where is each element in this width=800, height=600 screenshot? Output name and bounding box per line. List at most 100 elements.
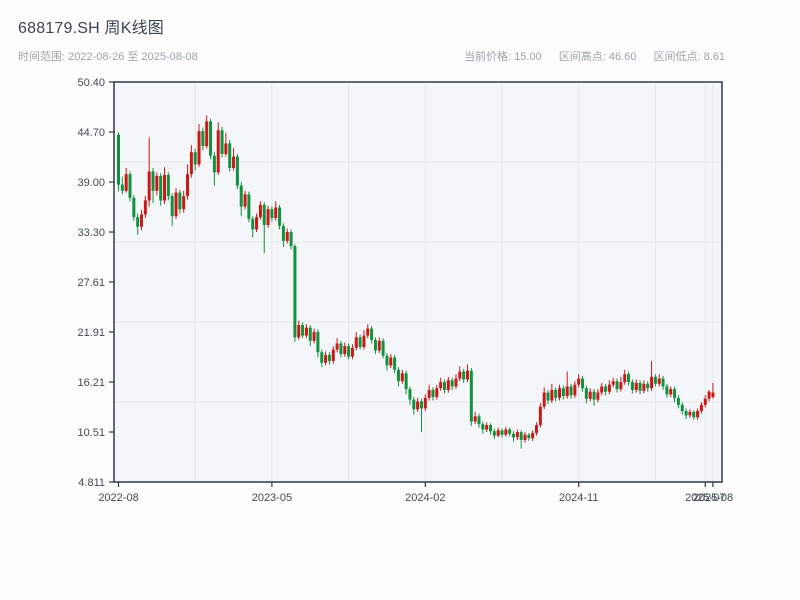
candle-body: [212, 155, 216, 173]
range-low-stat: 区间低点: 8.61: [653, 51, 725, 63]
y-tick-label: 44.70: [77, 127, 105, 139]
candle-body: [508, 429, 512, 434]
candle-body: [435, 388, 439, 397]
candle-body: [408, 389, 412, 400]
candle-body: [174, 192, 178, 217]
candle-body: [289, 232, 293, 247]
candle-body: [473, 416, 477, 422]
candle-body: [561, 388, 565, 397]
candle-body: [404, 373, 408, 390]
candle-body: [627, 374, 631, 383]
candle-body: [711, 392, 715, 397]
candle-body: [504, 429, 508, 435]
candle-body: [124, 174, 128, 191]
candle-body: [485, 425, 489, 430]
candle-body: [592, 391, 596, 400]
current-price-stat: 当前价格: 15.00: [464, 51, 542, 63]
candle-body: [661, 378, 665, 387]
y-tick-label: 39.00: [77, 177, 105, 189]
candle-body: [427, 389, 431, 398]
candle-body: [646, 383, 650, 389]
candle-body: [469, 370, 473, 422]
candle-body: [419, 401, 423, 409]
candle-body: [159, 175, 163, 201]
candle-body: [596, 392, 600, 400]
x-tick-label: 2023-05: [252, 492, 292, 504]
x-tick-label: 2024-11: [559, 492, 599, 504]
candle-body: [462, 371, 466, 380]
candle-body: [293, 246, 297, 338]
candle-body: [266, 209, 270, 226]
candle-body: [400, 373, 404, 382]
candle-body: [117, 134, 120, 185]
candle-body: [128, 174, 132, 198]
y-tick-label: 27.61: [77, 277, 105, 289]
candle-body: [581, 378, 585, 389]
y-tick-label: 10.51: [77, 427, 105, 439]
candle-body: [615, 381, 619, 390]
candle-body: [327, 354, 331, 362]
candle-body: [201, 131, 205, 147]
candle-body: [304, 327, 308, 336]
stats-row: 当前价格: 15.00 区间高点: 46.60 区间低点: 8.61: [464, 48, 725, 64]
candle-body: [170, 196, 174, 217]
candle-body: [431, 389, 435, 397]
candle-body: [251, 218, 255, 230]
candle-body: [531, 432, 535, 439]
candle-body: [642, 383, 646, 391]
candle-body: [220, 130, 224, 154]
candle-body: [515, 432, 519, 438]
x-tick-label: 2024-02: [405, 492, 445, 504]
candle-body: [232, 156, 236, 168]
candle-body: [155, 175, 159, 191]
candle-body: [630, 382, 634, 390]
candle-body: [416, 401, 420, 410]
candle-body: [604, 386, 608, 392]
candle-body: [550, 389, 554, 401]
candle-body: [623, 374, 627, 383]
range-high-stat: 区间高点: 46.60: [558, 51, 637, 63]
candle-body: [316, 332, 320, 353]
x-tick-label: 2025-08: [693, 492, 733, 504]
candle-body: [209, 121, 213, 156]
candle-body: [496, 430, 500, 436]
y-tick-label: 16.21: [77, 377, 105, 389]
candle-body: [527, 434, 531, 439]
candle-body: [312, 332, 316, 341]
candle-body: [669, 389, 673, 395]
x-tick-label: 2022-08: [98, 492, 138, 504]
candle-body: [381, 340, 385, 356]
candle-body: [178, 192, 182, 210]
candle-body: [347, 346, 351, 357]
candle-body: [619, 382, 623, 390]
candle-body: [692, 411, 696, 418]
candle-body: [324, 354, 328, 363]
candle-body: [703, 398, 707, 405]
candle-body: [538, 406, 542, 426]
candle-body: [611, 381, 615, 385]
candle-body: [182, 196, 186, 210]
candle-body: [519, 432, 523, 440]
candle-body: [151, 171, 155, 191]
candle-body: [684, 411, 688, 416]
candle-body: [558, 388, 562, 398]
candle-body: [423, 397, 427, 409]
y-tick-label: 4.811: [78, 477, 105, 489]
candle-body: [650, 376, 654, 389]
candle-body: [343, 346, 347, 354]
candle-body: [278, 207, 282, 226]
date-range-label: 时间范围: 2022-08-26 至 2025-08-08: [18, 51, 198, 63]
candle-body: [569, 386, 573, 396]
candle-body: [243, 194, 247, 207]
candle-body: [600, 386, 604, 393]
candle-body: [143, 200, 147, 215]
candle-body: [163, 175, 167, 201]
candle-body: [216, 130, 220, 173]
candle-body: [676, 397, 680, 405]
candle-body: [270, 209, 274, 218]
candle-body: [285, 232, 289, 241]
candle-body: [339, 343, 343, 354]
candle-body: [439, 382, 443, 389]
candle-body: [297, 325, 301, 338]
